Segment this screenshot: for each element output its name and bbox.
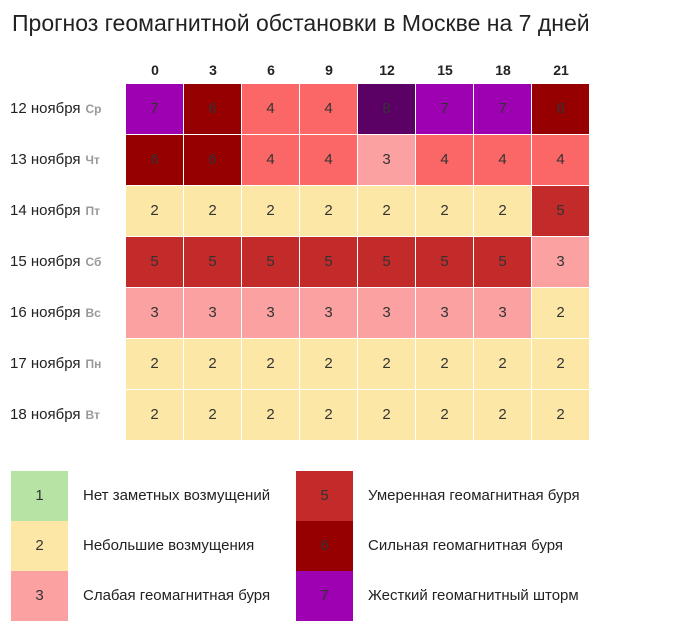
heatmap-cell: 5 <box>242 237 299 287</box>
row-date: 16 ноября <box>10 304 81 321</box>
heatmap-cell: 3 <box>474 288 531 338</box>
heatmap-cell: 6 <box>532 84 589 134</box>
row-label: 14 ноября Пт <box>10 186 100 236</box>
row-date: 18 ноября <box>10 406 81 423</box>
heatmap-cell: 5 <box>126 237 183 287</box>
heatmap-cell: 7 <box>416 84 473 134</box>
heatmap-cell: 2 <box>184 339 241 389</box>
heatmap-cell: 2 <box>532 288 589 338</box>
row-date: 14 ноября <box>10 202 81 219</box>
hour-header: 6 <box>267 62 275 78</box>
heatmap-cell: 2 <box>358 186 415 236</box>
legend-label: Небольшие возмущения <box>83 537 255 554</box>
hour-header: 3 <box>209 62 217 78</box>
heatmap-cell: 3 <box>242 288 299 338</box>
legend-label: Сильная геомагнитная буря <box>368 537 563 554</box>
legend-label: Умеренная геомагнитная буря <box>368 487 580 504</box>
legend-swatch: 2 <box>11 521 68 571</box>
heatmap-cell: 3 <box>358 135 415 185</box>
heatmap-cell: 3 <box>300 288 357 338</box>
heatmap-cell: 6 <box>184 84 241 134</box>
hour-header: 18 <box>495 62 511 78</box>
heatmap-cell: 2 <box>416 186 473 236</box>
legend-label: Жесткий геомагнитный шторм <box>368 587 579 604</box>
heatmap-cell: 2 <box>474 339 531 389</box>
row-date: 17 ноября <box>10 355 81 372</box>
row-label: 13 ноября Чт <box>10 135 100 185</box>
heatmap-cell: 2 <box>126 390 183 440</box>
hour-header: 15 <box>437 62 453 78</box>
heatmap-cell: 5 <box>358 237 415 287</box>
heatmap-cell: 2 <box>300 390 357 440</box>
heatmap-cell: 3 <box>532 237 589 287</box>
heatmap-cell: 2 <box>126 339 183 389</box>
heatmap-cell: 4 <box>300 84 357 134</box>
heatmap-cell: 5 <box>416 237 473 287</box>
heatmap-cell: 5 <box>474 237 531 287</box>
row-date: 13 ноября <box>10 151 81 168</box>
legend-label: Слабая геомагнитная буря <box>83 587 271 604</box>
heatmap-cell: 3 <box>358 288 415 338</box>
heatmap-cell: 4 <box>242 135 299 185</box>
legend-swatch: 6 <box>296 521 353 571</box>
row-weekday: Чт <box>85 153 100 167</box>
heatmap-cell: 6 <box>126 135 183 185</box>
legend-swatch: 3 <box>11 571 68 621</box>
hour-header: 12 <box>379 62 395 78</box>
hour-header: 9 <box>325 62 333 78</box>
hour-header: 0 <box>151 62 159 78</box>
heatmap-cell: 2 <box>416 339 473 389</box>
heatmap-cell: 5 <box>300 237 357 287</box>
heatmap-cell: 2 <box>242 339 299 389</box>
heatmap-cell: 2 <box>242 390 299 440</box>
row-label: 15 ноября Сб <box>10 237 101 287</box>
heatmap-cell: 2 <box>416 390 473 440</box>
heatmap-cell: 2 <box>532 390 589 440</box>
heatmap-cell: 2 <box>184 390 241 440</box>
row-weekday: Ср <box>85 102 102 116</box>
row-label: 16 ноября Вс <box>10 288 101 338</box>
heatmap-cell: 4 <box>532 135 589 185</box>
row-label: 12 ноября Ср <box>10 84 102 134</box>
heatmap-cell: 2 <box>126 186 183 236</box>
row-weekday: Вт <box>85 408 100 422</box>
legend-swatch: 5 <box>296 471 353 521</box>
heatmap-cell: 2 <box>532 339 589 389</box>
heatmap-cell: 2 <box>242 186 299 236</box>
row-weekday: Сб <box>85 255 102 269</box>
legend-label: Нет заметных возмущений <box>83 487 271 504</box>
heatmap-cell: 5 <box>184 237 241 287</box>
row-label: 17 ноября Пн <box>10 339 101 389</box>
heatmap-cell: 2 <box>474 186 531 236</box>
row-weekday: Пт <box>85 204 101 218</box>
heatmap-cell: 2 <box>300 186 357 236</box>
row-weekday: Пн <box>85 357 102 371</box>
hour-header: 21 <box>553 62 569 78</box>
heatmap-cell: 3 <box>184 288 241 338</box>
heatmap-cell: 8 <box>358 84 415 134</box>
heatmap-cell: 4 <box>242 84 299 134</box>
heatmap-cell: 7 <box>474 84 531 134</box>
page-title: Прогноз геомагнитной обстановки в Москве… <box>12 10 590 36</box>
heatmap-cell: 3 <box>416 288 473 338</box>
row-date: 12 ноября <box>10 100 81 117</box>
heatmap-cell: 4 <box>416 135 473 185</box>
heatmap-cell: 4 <box>474 135 531 185</box>
legend-swatch: 7 <box>296 571 353 621</box>
heatmap-cell: 2 <box>474 390 531 440</box>
heatmap-cell: 2 <box>184 186 241 236</box>
heatmap-cell: 7 <box>126 84 183 134</box>
row-weekday: Вс <box>85 306 101 320</box>
heatmap-cell: 2 <box>358 390 415 440</box>
heatmap-cell: 3 <box>126 288 183 338</box>
heatmap-cell: 2 <box>300 339 357 389</box>
heatmap-cell: 5 <box>532 186 589 236</box>
legend-swatch: 1 <box>11 471 68 521</box>
heatmap-cell: 2 <box>358 339 415 389</box>
heatmap-cell: 4 <box>300 135 357 185</box>
row-label: 18 ноября Вт <box>10 390 100 440</box>
row-date: 15 ноября <box>10 253 81 270</box>
heatmap-cell: 6 <box>184 135 241 185</box>
